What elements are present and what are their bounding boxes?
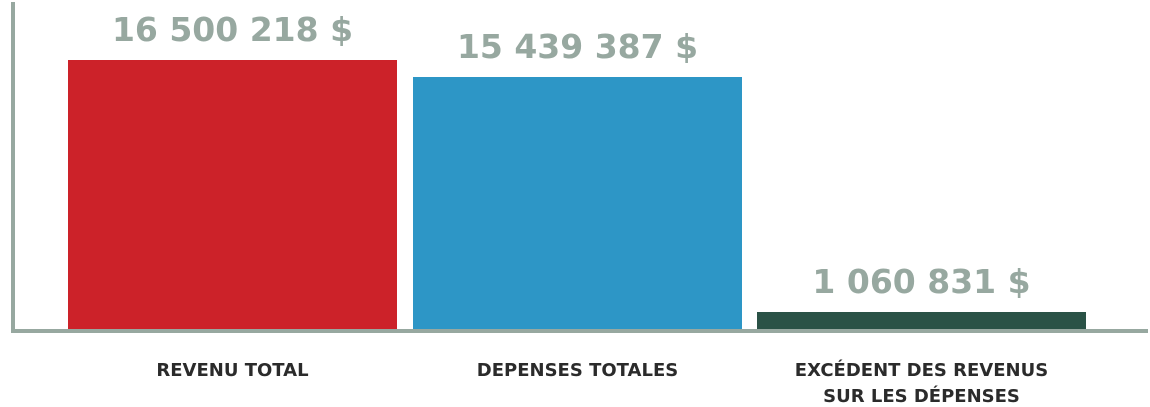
category-labels-group: REVENU TOTAL DEPENSES TOTALES EXCÉDENT DES…: [156, 359, 1048, 407]
value-label-2: 15 439 387 $: [457, 27, 698, 66]
value-label-1: 16 500 218 $: [112, 10, 353, 49]
bar-3: [757, 312, 1086, 329]
value-labels-group: 16 500 218 $ 15 439 387 $ 1 060 831 $: [112, 10, 1031, 301]
value-label-3: 1 060 831 $: [812, 262, 1030, 301]
category-label-3-line-1: EXCÉDENT DES REVENUS: [795, 359, 1048, 381]
category-label-1: REVENU TOTAL: [156, 360, 308, 381]
bars-group: [68, 60, 1086, 329]
category-label-2: DEPENSES TOTALES: [477, 360, 678, 381]
category-label-3-line-2: SUR LES DÉPENSES: [823, 385, 1020, 407]
bar-1: [68, 60, 397, 329]
bar-2: [413, 77, 742, 329]
